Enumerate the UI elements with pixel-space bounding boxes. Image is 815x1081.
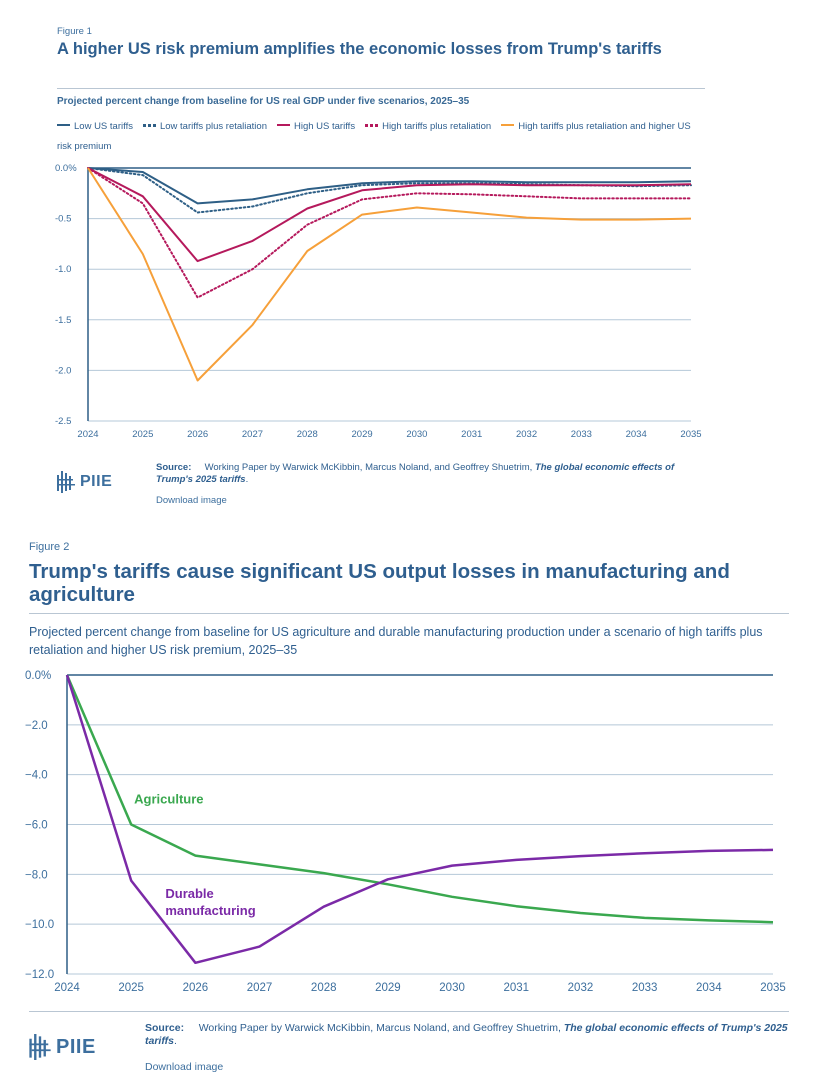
x-tick-label: 2026 bbox=[183, 982, 209, 994]
x-tick-label: 2033 bbox=[632, 982, 658, 994]
source-label: Source: bbox=[156, 462, 192, 473]
figure-2-logo: PIIE bbox=[29, 1034, 96, 1060]
y-tick-label: -2.0 bbox=[55, 365, 71, 376]
figure-2-source: Source: Working Paper by Warwick McKibbi… bbox=[145, 1022, 795, 1048]
series-line-low-tariffs-plus-retaliation bbox=[87, 167, 692, 214]
x-tick-label: 2027 bbox=[242, 429, 263, 440]
x-tick-label: 2029 bbox=[375, 982, 401, 994]
figure-2-subtitle: Projected percent change from baseline f… bbox=[29, 625, 763, 657]
x-tick-label: 2024 bbox=[54, 982, 80, 994]
figure-2-title: Trump's tariffs cause significant US out… bbox=[29, 560, 730, 606]
legend-label: High tariffs plus retaliation and higher… bbox=[57, 121, 691, 152]
legend-label: High tariffs plus retaliation bbox=[382, 121, 492, 132]
x-tick-label: 2027 bbox=[247, 982, 273, 994]
piie-logo-text: PIIE bbox=[80, 473, 113, 490]
y-tick-label: -1.5 bbox=[55, 315, 71, 326]
x-tick-label: 2026 bbox=[187, 429, 208, 440]
source-title: The global economic effects of Trump's 2… bbox=[145, 1022, 788, 1047]
legend-swatch bbox=[501, 124, 515, 127]
x-tick-label: 2032 bbox=[516, 429, 537, 440]
legend-item: High tariffs plus retaliation and higher… bbox=[57, 121, 691, 152]
x-tick-label: 2024 bbox=[77, 429, 98, 440]
source-title: The global economic effects of Trump's 2… bbox=[156, 462, 675, 485]
x-tick-label: 2025 bbox=[118, 982, 144, 994]
y-tick-label: -1.0 bbox=[55, 264, 71, 275]
y-tick-label: −2.0 bbox=[25, 720, 48, 732]
source-label: Source: bbox=[145, 1022, 185, 1034]
y-tick-label: 0.0% bbox=[55, 163, 77, 174]
figure-1-source: Source: Working Paper by Warwick McKibbi… bbox=[156, 462, 711, 486]
piie-logo-text: PIIE bbox=[56, 1035, 96, 1058]
legend-item: High tariffs plus retaliation bbox=[365, 121, 491, 132]
series-line-durable-manufacturing bbox=[65, 674, 774, 965]
legend-item: High US tariffs bbox=[277, 121, 355, 132]
y-tick-label: 0.0% bbox=[25, 670, 51, 682]
figure-1-label: Figure 1 bbox=[57, 26, 92, 37]
figure-1-divider bbox=[57, 88, 705, 89]
figure-1-logo: PIIE bbox=[57, 471, 112, 493]
x-tick-label: 2031 bbox=[503, 982, 529, 994]
series-annotation-durable-manufacturing: manufacturing bbox=[165, 903, 255, 918]
figure-1-chart: 0.0% -0.5 -1.0 -1.5 -2.0 -2.5 2024 2025 2026 2027… bbox=[55, 163, 702, 440]
legend-item: Low US tariffs bbox=[57, 121, 133, 132]
y-tick-label: −6.0 bbox=[25, 820, 48, 832]
figure-1-title: A higher US risk premium amplifies the e… bbox=[57, 40, 662, 58]
x-tick-label: 2028 bbox=[311, 982, 337, 994]
source-text: Working Paper by Warwick McKibbin, Marcu… bbox=[198, 1022, 561, 1034]
piie-logo-icon bbox=[29, 1034, 51, 1060]
x-tick-label: 2025 bbox=[132, 429, 153, 440]
x-tick-label: 2035 bbox=[760, 982, 786, 994]
series-line-high-tariffs-plus-retaliation bbox=[87, 167, 692, 299]
series-line-agriculture bbox=[65, 674, 774, 924]
legend-label: Low tariffs plus retaliation bbox=[159, 121, 267, 132]
legend-swatch bbox=[142, 123, 156, 127]
series-line-low-us-tariffs bbox=[87, 167, 692, 205]
x-tick-label: 2032 bbox=[568, 982, 594, 994]
x-tick-label: 2030 bbox=[406, 429, 427, 440]
figure-2-download-link[interactable]: Download image bbox=[145, 1061, 224, 1073]
legend-swatch bbox=[57, 124, 70, 127]
x-tick-label: 2034 bbox=[626, 429, 647, 440]
x-tick-label: 2033 bbox=[571, 429, 592, 440]
y-tick-label: -2.5 bbox=[55, 416, 71, 427]
series-annotation-agriculture: Agriculture bbox=[134, 792, 203, 807]
figure-2-footer-divider bbox=[29, 1011, 789, 1012]
x-tick-label: 2028 bbox=[297, 429, 318, 440]
series-annotation-durable-manufacturing: Durable bbox=[165, 886, 213, 901]
legend-label: High US tariffs bbox=[294, 121, 356, 132]
legend-item: Low tariffs plus retaliation bbox=[142, 121, 267, 132]
x-tick-label: 2030 bbox=[439, 982, 465, 994]
x-tick-label: 2031 bbox=[461, 429, 482, 440]
source-end: . bbox=[245, 474, 249, 485]
series-line-high-us-tariffs bbox=[87, 167, 692, 263]
x-tick-label: 2035 bbox=[680, 429, 701, 440]
y-tick-label: -0.5 bbox=[55, 214, 71, 225]
series-line-high-tariffs-plus-retaliation-and-higher-us-risk-premium bbox=[87, 167, 692, 382]
source-text: Working Paper by Warwick McKibbin, Marcu… bbox=[204, 462, 533, 473]
figure-2-label: Figure 2 bbox=[29, 541, 70, 553]
figure-1-subtitle: Projected percent change from baseline f… bbox=[57, 96, 470, 107]
x-tick-label: 2034 bbox=[696, 982, 722, 994]
legend-swatch bbox=[277, 124, 290, 127]
figure-1-download-link[interactable]: Download image bbox=[156, 495, 227, 506]
y-tick-label: −10.0 bbox=[25, 919, 54, 931]
figure-2-divider bbox=[29, 613, 789, 614]
legend-swatch bbox=[365, 123, 379, 127]
y-tick-label: −8.0 bbox=[25, 869, 48, 881]
source-end: . bbox=[173, 1035, 177, 1047]
y-tick-label: −12.0 bbox=[25, 969, 54, 981]
x-tick-label: 2029 bbox=[352, 429, 373, 440]
figure-1-legend: Low US tariffs Low tariffs plus retaliati… bbox=[57, 117, 707, 157]
piie-logo-icon bbox=[57, 471, 75, 493]
y-tick-label: −4.0 bbox=[25, 770, 48, 782]
legend-label: Low US tariffs bbox=[74, 121, 133, 132]
